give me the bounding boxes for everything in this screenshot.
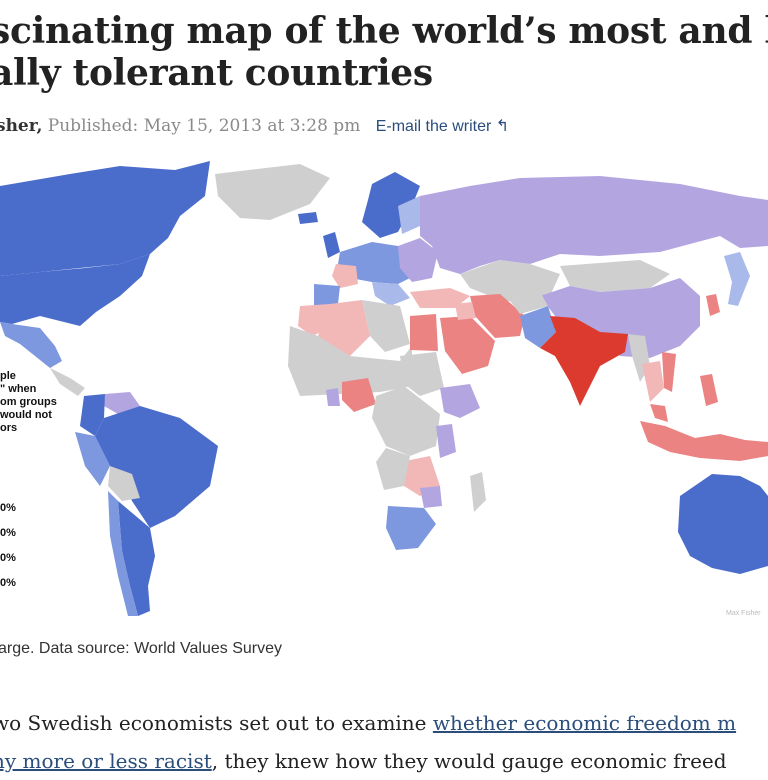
region-sudan (400, 352, 444, 396)
region-indonesia (640, 421, 768, 461)
region-iceland (298, 212, 318, 224)
legend-title-line: ors (0, 422, 18, 434)
legend-value: 0% (0, 527, 16, 539)
byline: sher, Published: May 15, 2013 at 3:28 pm… (0, 116, 509, 136)
region-saudi (440, 316, 495, 374)
region-mexico (0, 322, 62, 368)
world-map-svg (0, 161, 768, 616)
headline-line-2: ally tolerant countries (0, 52, 433, 94)
region-afghanistan (505, 292, 548, 314)
region-chile (108, 491, 138, 616)
map-legend: ple " when om groups would not ors 0% 0%… (0, 370, 70, 589)
article-headline: scinating map of the world’s most and le… (0, 10, 768, 94)
region-libya (362, 300, 410, 352)
region-iran (470, 294, 525, 338)
region-canada (0, 161, 210, 276)
region-japan (724, 252, 750, 306)
region-madagascar (470, 472, 486, 512)
region-india (540, 316, 628, 406)
region-thailand (642, 361, 664, 402)
region-bolivia (108, 466, 140, 501)
region-scandinavia (362, 172, 420, 238)
region-spain (314, 284, 340, 306)
body-text-segment: wo Swedish economists set out to examine (0, 711, 433, 735)
region-pakistan (520, 306, 556, 348)
region-turkey (410, 288, 470, 308)
region-egypt (410, 314, 438, 351)
region-eastern-europe (398, 238, 438, 282)
region-balkans (372, 282, 410, 306)
body-line-2: ny more or less racist, they knew how th… (0, 742, 768, 780)
legend-title-line: om groups (0, 396, 57, 408)
map-credit: Max Fisher (726, 610, 761, 617)
legend-title-line: ple (0, 370, 16, 382)
region-zimbabwe (420, 486, 442, 508)
region-vietnam (662, 352, 676, 392)
published-label: Published: (47, 116, 139, 136)
region-central-america (50, 368, 85, 396)
region-russia (420, 176, 768, 274)
author-name[interactable]: sher, (0, 116, 43, 136)
region-usa (0, 254, 150, 326)
region-nigeria (342, 378, 376, 412)
map-caption: arge. Data source: World Values Survey (0, 640, 282, 657)
region-mali (288, 366, 340, 396)
region-mongolia (560, 260, 670, 292)
legend-value: 0% (0, 552, 16, 564)
region-korea (706, 294, 720, 316)
legend-value: 0% (0, 577, 16, 589)
legend-title-line: would not (0, 409, 52, 421)
region-ethiopia (440, 384, 480, 418)
region-venezuela (104, 392, 140, 414)
region-philippines (700, 374, 718, 406)
region-central-africa (372, 386, 440, 456)
region-uk (323, 232, 340, 258)
region-east-africa (436, 424, 456, 458)
legend-values: 0% 0% 0% 0% (0, 502, 16, 602)
published-date: May 15, 2013 at 3:28 pm (143, 116, 361, 136)
legend-title-line: " when (0, 383, 37, 395)
region-finland (398, 196, 420, 234)
economic-freedom-link[interactable]: whether economic freedom m (432, 711, 737, 735)
region-south-africa (386, 506, 436, 550)
region-peru (75, 432, 110, 486)
region-colombia (80, 394, 105, 436)
racist-link[interactable]: ny more or less racist (0, 749, 212, 773)
region-algeria (318, 300, 370, 356)
region-brazil (95, 406, 218, 528)
region-ghana (326, 388, 340, 406)
article-body: wo Swedish economists set out to examine… (0, 704, 768, 780)
email-writer-link[interactable]: E-mail the writer ↰ (376, 118, 509, 135)
region-southern-africa-mid (400, 456, 440, 496)
world-map: ple " when om groups would not ors 0% 0%… (0, 156, 768, 626)
email-writer-label: E-mail the writer (375, 118, 492, 135)
region-france (332, 264, 358, 288)
region-argentina (118, 501, 155, 616)
region-zambia (376, 448, 410, 490)
region-iraq (455, 302, 476, 320)
headline-line-1: scinating map of the world’s most and le (0, 10, 768, 52)
legend-title: ple " when om groups would not ors (0, 370, 70, 435)
region-china (540, 278, 700, 358)
region-malaysia (650, 404, 668, 422)
region-australia (678, 474, 768, 574)
body-text-segment: , they knew how they would gauge economi… (211, 749, 727, 773)
region-greenland (215, 164, 330, 220)
legend-value: 0% (0, 502, 16, 514)
reply-arrow-icon: ↰ (495, 118, 510, 135)
body-line-1: wo Swedish economists set out to examine… (0, 704, 768, 742)
